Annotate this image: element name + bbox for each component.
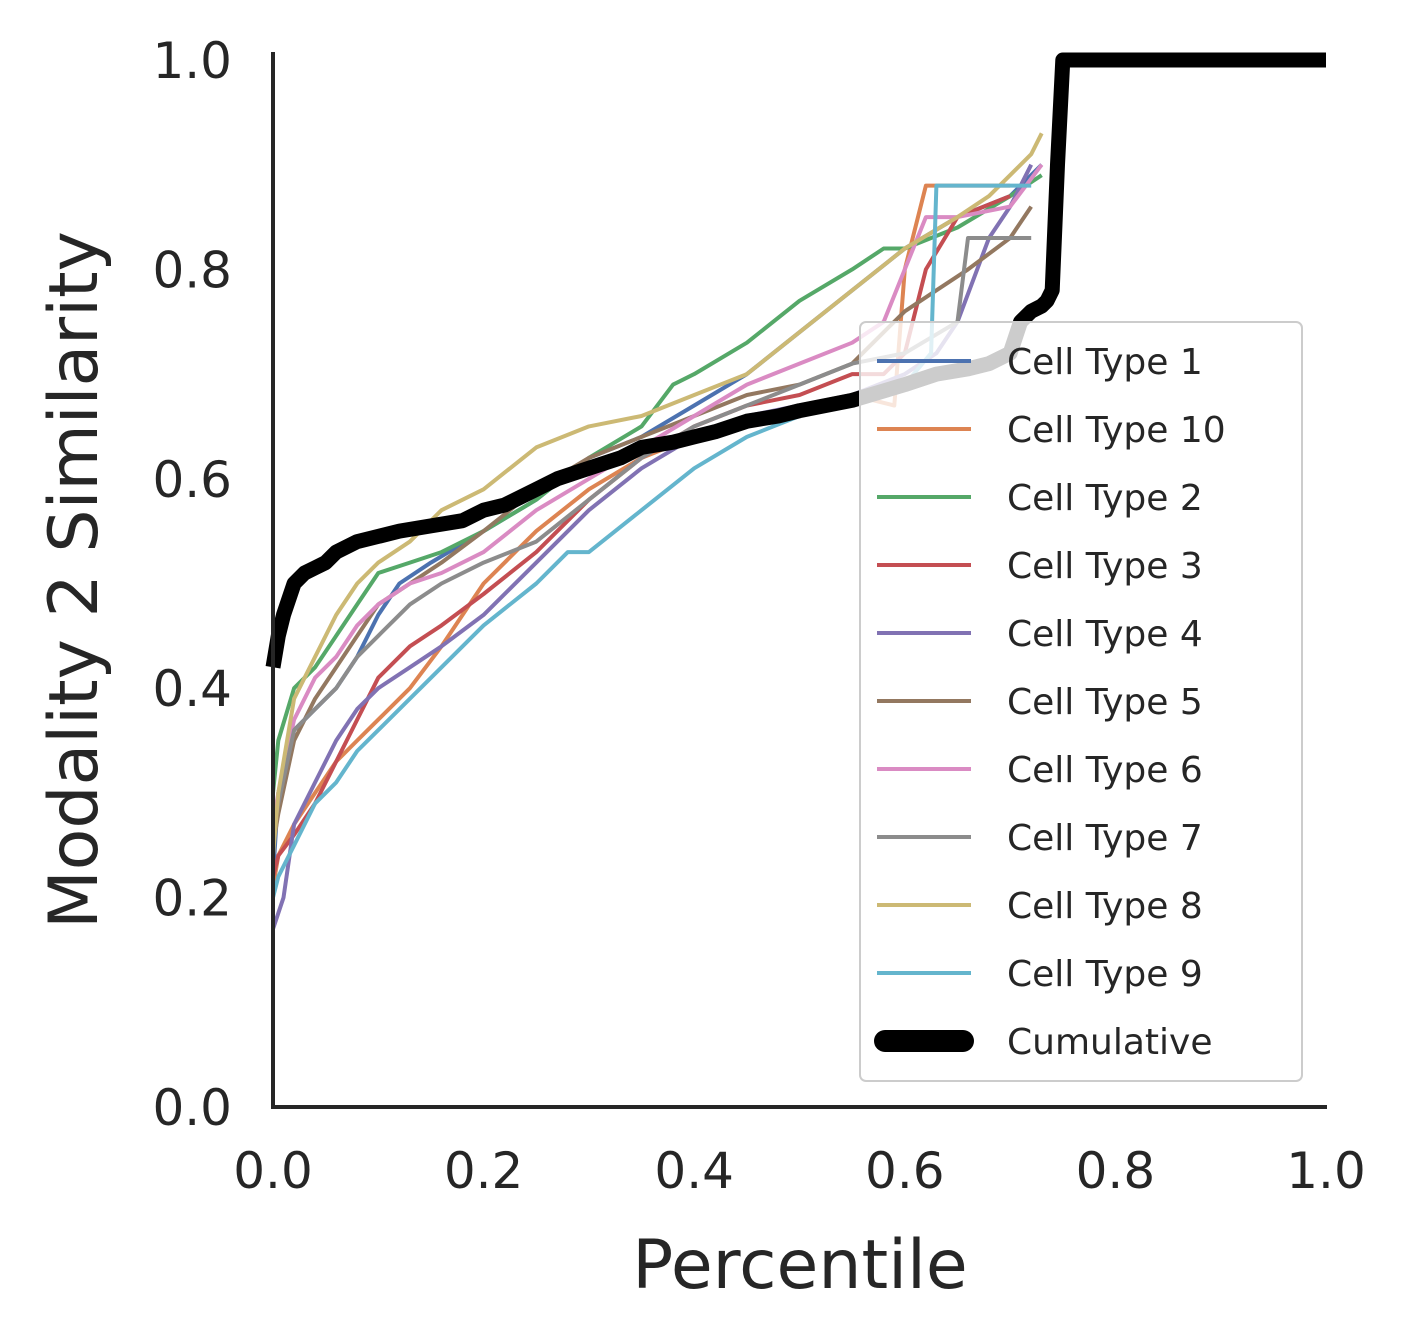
- x-axis-title: Percentile: [632, 1226, 967, 1305]
- legend-label: Cell Type 2: [1007, 478, 1203, 519]
- series-line-cell-type-6: [271, 163, 1044, 825]
- y-tick-label: 1.0: [152, 32, 232, 90]
- legend-label: Cell Type 9: [1007, 954, 1203, 995]
- y-tick-label: 0.8: [152, 241, 232, 299]
- x-tick-label: 0.2: [444, 1142, 524, 1200]
- y-tick-label: 0.6: [152, 451, 232, 509]
- y-tick-label: 0.2: [152, 870, 232, 928]
- legend-label: Cell Type 1: [1007, 342, 1203, 383]
- y-axis-title: Modality 2 Similarity: [35, 231, 114, 929]
- legend-label: Cumulative: [1007, 1022, 1212, 1063]
- legend-label: Cell Type 3: [1007, 546, 1203, 587]
- tick-layer: 0.0 0.2 0.4 0.6 0.8 1.0 0.0 0.2 0.4 0.6 0.8 1.0: [152, 32, 1365, 1200]
- x-tick-label: 1.0: [1286, 1142, 1366, 1200]
- x-tick-label: 0.8: [1076, 1142, 1156, 1200]
- y-tick-label: 0.0: [152, 1079, 232, 1137]
- legend-label: Cell Type 7: [1007, 818, 1203, 859]
- legend-label: Cell Type 8: [1007, 886, 1203, 927]
- x-tick-label: 0.0: [233, 1142, 313, 1200]
- legend-box: [859, 321, 1303, 1082]
- y-tick-label: 0.4: [152, 660, 232, 718]
- x-tick-label: 0.6: [865, 1142, 945, 1200]
- legend-label: Cell Type 4: [1007, 614, 1203, 655]
- series-line-cell-type-8: [271, 132, 1044, 856]
- legend: Cell Type 1 Cell Type 10 Cell Type 2 Cell T…: [859, 321, 1303, 1082]
- legend-label: Cell Type 5: [1007, 682, 1203, 723]
- series-line-cumulative: [265, 52, 1326, 669]
- legend-label: Cell Type 6: [1007, 750, 1203, 791]
- x-tick-label: 0.4: [654, 1142, 734, 1200]
- series-line-cell-type-5: [271, 205, 1033, 846]
- legend-label: Cell Type 10: [1007, 410, 1226, 451]
